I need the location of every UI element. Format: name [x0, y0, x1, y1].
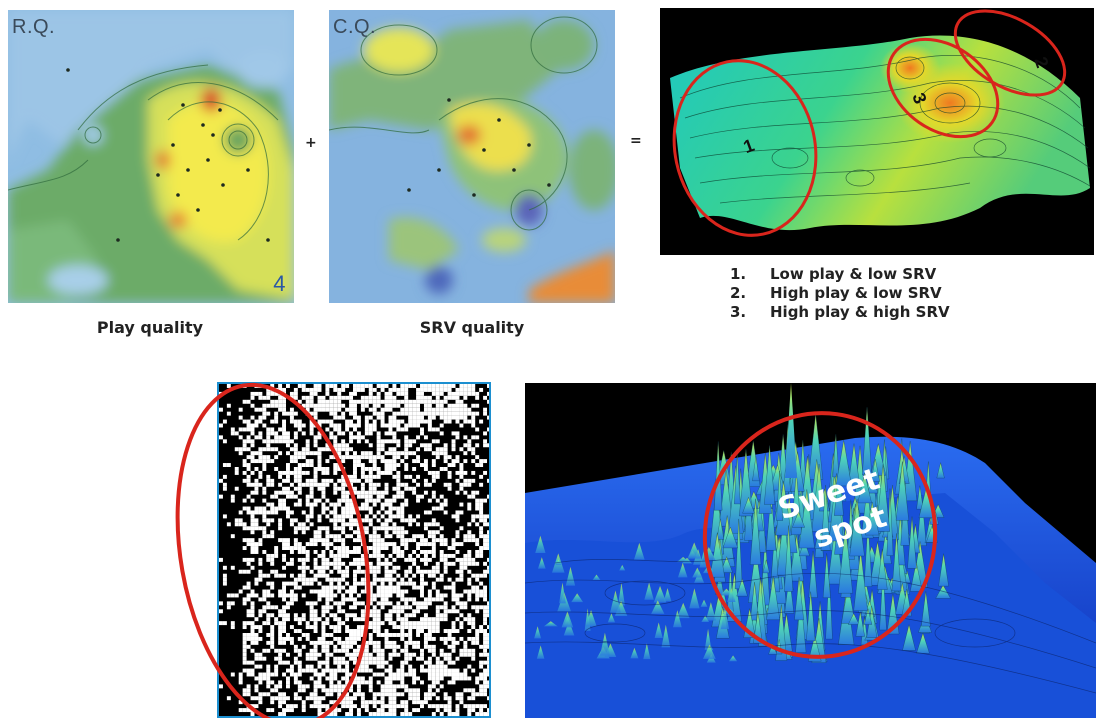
play-quality-map: R.Q. 4 [8, 10, 294, 303]
legend-text: Low play & low SRV [770, 265, 937, 283]
srv-map-label: C.Q. [333, 16, 377, 38]
legend-text: High play & low SRV [770, 284, 942, 302]
equals-operator: = [630, 133, 642, 149]
srv-quality-caption: SRV quality [419, 318, 525, 337]
play-quality-caption: Play quality [96, 318, 204, 337]
legend-number: 1. [730, 265, 747, 283]
play-map-label: R.Q. [12, 16, 56, 38]
legend-item: 2. High play & low SRV [730, 284, 950, 303]
binary-map [217, 382, 491, 718]
sweet-spot-surface: Sweet spot [525, 383, 1096, 718]
legend-text: High play & high SRV [770, 303, 950, 321]
left-highlight-ellipse [175, 382, 371, 718]
plus-operator: + [305, 135, 317, 151]
legend-number: 3. [730, 303, 747, 321]
legend-item: 3. High play & high SRV [730, 303, 950, 322]
play-map-corner-number: 4 [273, 271, 286, 296]
legend-item: 1. Low play & low SRV [730, 265, 950, 284]
srv-quality-map: C.Q. [329, 10, 615, 303]
combined-surface: 1 2 3 [660, 8, 1094, 255]
legend-number: 2. [730, 284, 747, 302]
combined-legend: 1. Low play & low SRV 2. High play & low… [730, 265, 950, 322]
